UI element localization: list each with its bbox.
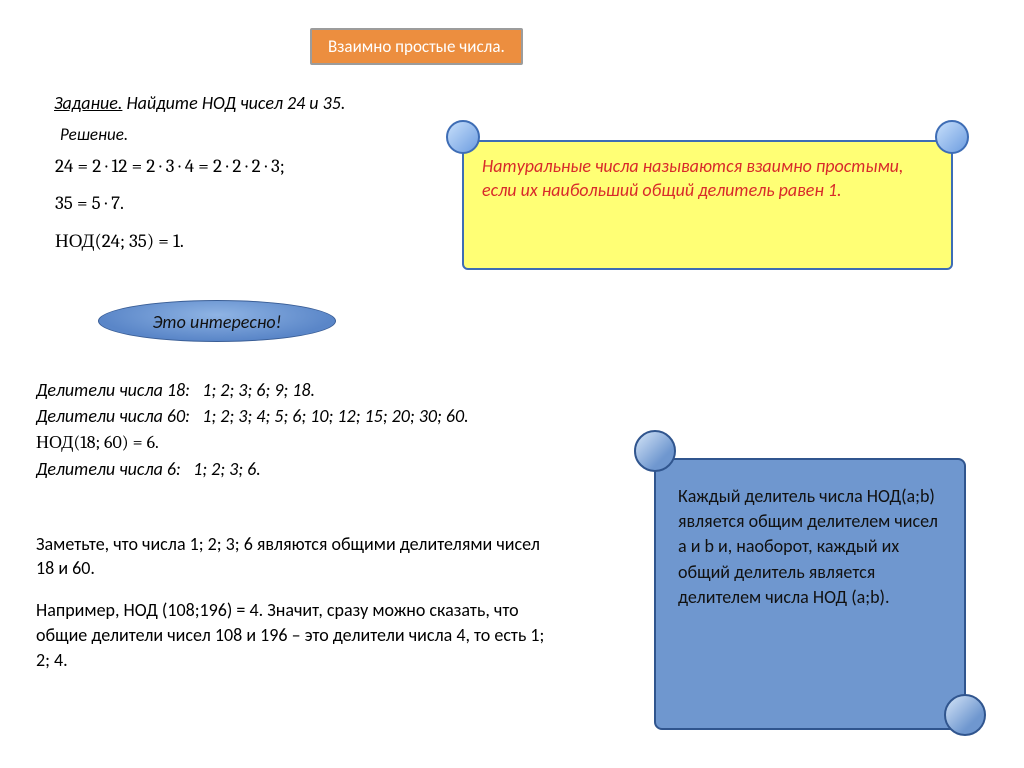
divisors-18-label: Делители числа 18:: [36, 379, 190, 401]
task-label: Задание.: [54, 92, 122, 114]
scroll-curl-icon: [944, 694, 986, 736]
task-line: Задание. Найдите НОД чисел 24 и 35.: [54, 92, 345, 114]
solution-label: Решение.: [60, 124, 128, 145]
divisors-6-label: Делители числа 6:: [36, 458, 181, 480]
divisors-60-label: Делители числа 60:: [36, 405, 190, 427]
divisors-block: Делители числа 18: 1; 2; 3; 6; 9; 18. Де…: [36, 378, 596, 483]
property-text: Каждый делитель числа НОД(a;b) является …: [678, 484, 946, 610]
factorization-24: 24 = 2 · 12 = 2 · 3 · 4 = 2 · 2 · 2 · 3;: [55, 155, 285, 177]
divisors-60-values: 1; 2; 3; 4; 5; 6; 10; 12; 15; 20; 30; 60…: [202, 405, 469, 427]
divisors-18-values: 1; 2; 3; 6; 9; 18.: [202, 379, 315, 401]
factorization-35: 35 = 5 · 7.: [55, 192, 124, 214]
page-title-badge: Взаимно простые числа.: [310, 28, 523, 65]
definition-scroll: Натуральные числа называются взаимно про…: [440, 120, 975, 270]
scroll-curl-icon: [446, 120, 480, 154]
example-108-196: Например, НОД (108;196) = 4. Значит, сра…: [36, 598, 556, 674]
task-text-value: Найдите НОД чисел 24 и 35.: [126, 92, 345, 114]
definition-text: Натуральные числа называются взаимно про…: [482, 154, 933, 203]
gcd-24-35: НОД(24; 35) = 1.: [55, 230, 184, 253]
scroll-curl-icon: [634, 430, 676, 472]
divisors-6-values: 1; 2; 3; 6.: [193, 458, 261, 480]
scroll-curl-icon: [935, 120, 969, 154]
observation-text: Заметьте, что числа 1; 2; 3; 6 являются …: [36, 532, 556, 581]
interesting-pill: Это интересно!: [98, 300, 336, 342]
property-scroll: Каждый делитель числа НОД(a;b) является …: [630, 430, 990, 730]
gcd-18-60: НОД(18; 60) = 6.: [36, 430, 596, 455]
